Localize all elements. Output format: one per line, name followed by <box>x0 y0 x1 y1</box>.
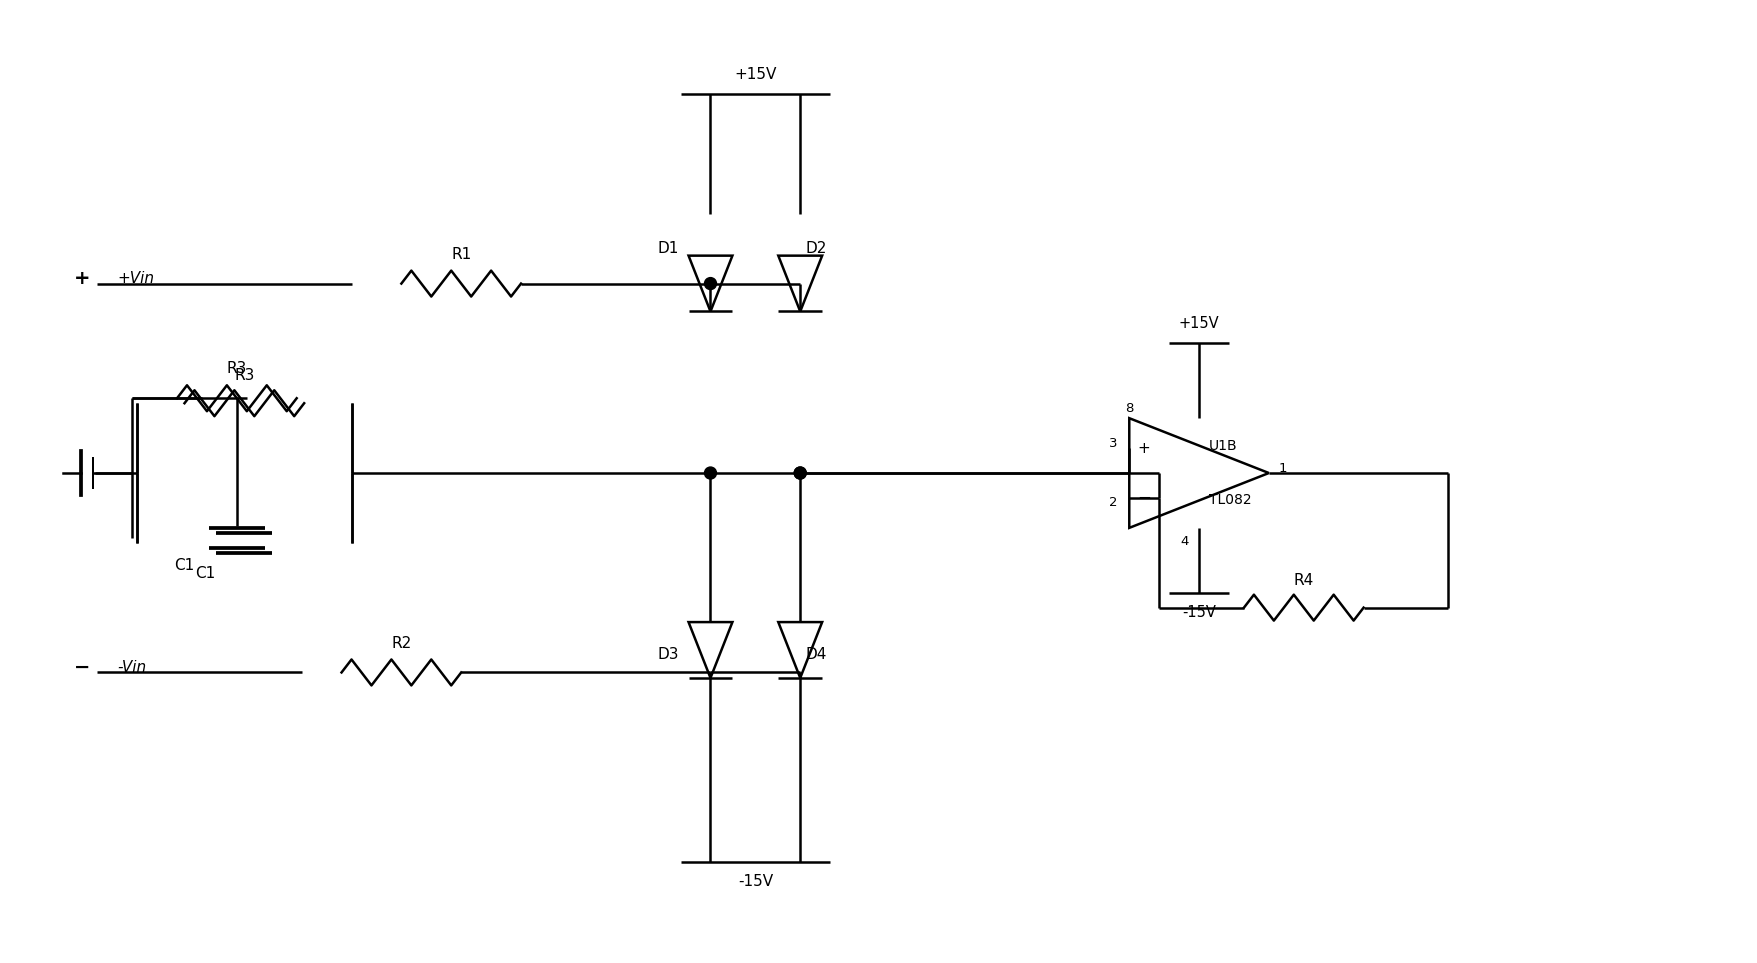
Text: 4: 4 <box>1179 534 1188 548</box>
Text: R4: R4 <box>1293 573 1312 587</box>
Text: TL082: TL082 <box>1209 493 1251 507</box>
Text: −: − <box>74 658 90 677</box>
Text: -15V: -15V <box>1181 605 1216 619</box>
Text: 3: 3 <box>1109 437 1117 450</box>
Text: R2: R2 <box>392 636 411 651</box>
Text: +15V: +15V <box>734 67 777 82</box>
Circle shape <box>705 467 717 479</box>
Text: U1B: U1B <box>1209 439 1237 453</box>
Text: D2: D2 <box>805 241 826 256</box>
Text: 8: 8 <box>1124 403 1133 415</box>
Text: D3: D3 <box>657 647 678 663</box>
Text: R1: R1 <box>452 247 471 262</box>
Text: −: − <box>1137 488 1151 507</box>
Text: D4: D4 <box>805 647 826 663</box>
Text: R3: R3 <box>234 368 255 383</box>
Circle shape <box>705 277 717 290</box>
Text: -15V: -15V <box>738 873 773 889</box>
Circle shape <box>794 467 806 479</box>
Text: +Vin: +Vin <box>118 272 155 286</box>
Text: R3: R3 <box>227 361 248 377</box>
Text: C1: C1 <box>174 558 195 573</box>
Text: C1: C1 <box>195 565 214 581</box>
Circle shape <box>794 467 806 479</box>
Text: -Vin: -Vin <box>118 660 146 675</box>
Text: D1: D1 <box>657 241 678 256</box>
Text: +: + <box>1137 441 1149 455</box>
Text: 2: 2 <box>1109 496 1117 509</box>
Text: 1: 1 <box>1277 461 1286 475</box>
Text: +15V: +15V <box>1179 317 1219 331</box>
Text: +: + <box>74 269 91 288</box>
